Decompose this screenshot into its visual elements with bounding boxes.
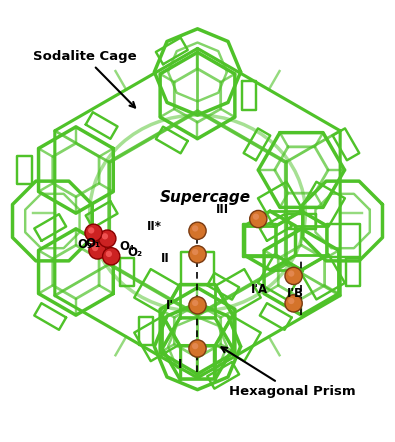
Circle shape xyxy=(192,343,198,349)
Circle shape xyxy=(288,298,294,304)
Circle shape xyxy=(192,249,198,255)
Circle shape xyxy=(192,300,198,306)
Text: II: II xyxy=(161,252,170,265)
Text: O₂: O₂ xyxy=(127,246,142,259)
Circle shape xyxy=(189,297,206,314)
Circle shape xyxy=(99,230,116,247)
Circle shape xyxy=(253,213,259,220)
Circle shape xyxy=(106,251,112,257)
Circle shape xyxy=(250,210,267,228)
Text: I'A: I'A xyxy=(251,283,268,296)
Circle shape xyxy=(189,222,206,240)
Circle shape xyxy=(285,267,302,285)
Text: Sodalite Cage: Sodalite Cage xyxy=(33,50,136,107)
Circle shape xyxy=(85,224,102,241)
Text: O₄: O₄ xyxy=(119,240,134,253)
Text: O₁: O₁ xyxy=(86,237,101,250)
Circle shape xyxy=(103,248,120,265)
Circle shape xyxy=(88,227,94,233)
Circle shape xyxy=(189,340,206,357)
Text: O₃: O₃ xyxy=(78,238,93,251)
Circle shape xyxy=(288,271,294,277)
Circle shape xyxy=(189,246,206,263)
Text: Supercage: Supercage xyxy=(160,190,251,205)
Circle shape xyxy=(92,245,98,251)
Text: I: I xyxy=(177,358,182,371)
Circle shape xyxy=(192,225,198,232)
Text: Hexagonal Prism: Hexagonal Prism xyxy=(222,347,356,398)
Circle shape xyxy=(285,295,302,312)
Text: I'B: I'B xyxy=(286,287,303,300)
Circle shape xyxy=(89,242,106,259)
Text: I': I' xyxy=(166,299,174,312)
Circle shape xyxy=(102,233,108,240)
Text: III: III xyxy=(216,203,229,216)
Text: II*: II* xyxy=(147,221,162,233)
